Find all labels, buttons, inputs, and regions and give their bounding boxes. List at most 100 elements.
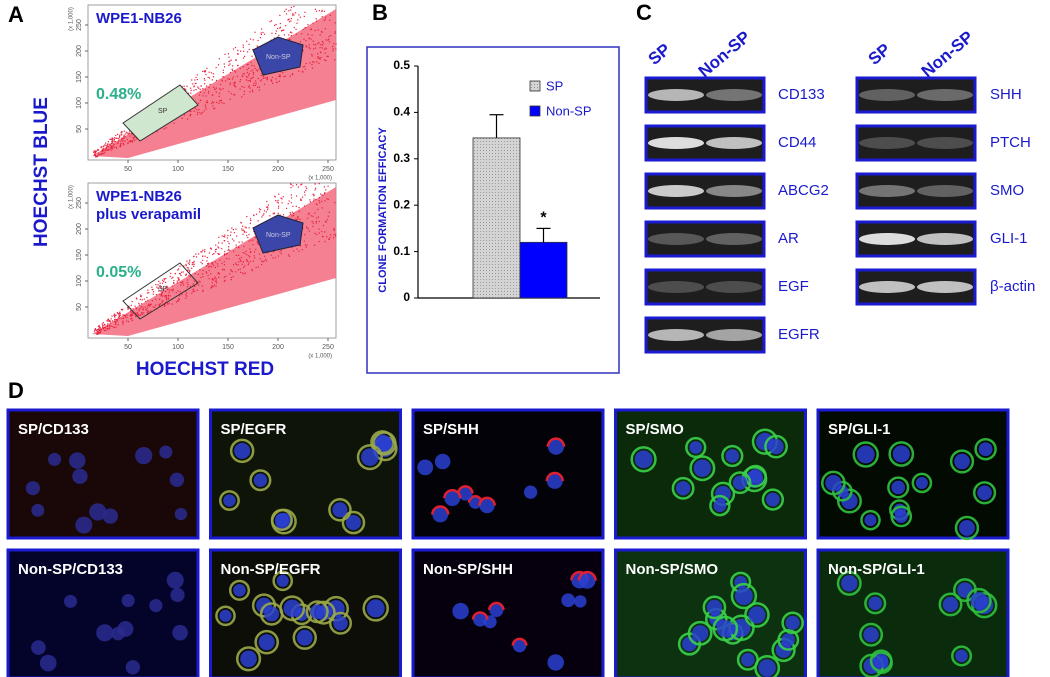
flow-event (328, 238, 330, 240)
flow-event (205, 271, 207, 273)
flow-event (250, 61, 252, 63)
flow-event (325, 47, 327, 49)
cell-membrane (864, 592, 887, 615)
flow-event (196, 113, 199, 116)
flow-event (231, 69, 234, 71)
flow-event (100, 328, 102, 330)
flow-event (248, 86, 250, 88)
flow-event (215, 248, 217, 250)
flow-event (190, 92, 192, 94)
flow-event (111, 140, 114, 142)
flow-event (123, 130, 125, 132)
flow-event (169, 275, 171, 278)
flow-event (130, 318, 132, 320)
flow-event (295, 33, 297, 35)
flow-event (193, 110, 195, 112)
flow-event (302, 196, 304, 198)
flow-event (120, 144, 122, 146)
flow-event (332, 50, 334, 52)
flow-event (195, 76, 197, 78)
flow-event (300, 184, 302, 186)
legend-label: SP (546, 78, 563, 93)
sp-gate-label: SP (158, 108, 168, 115)
flow-event (181, 117, 183, 119)
flow-event (104, 144, 106, 146)
flow-event (103, 323, 106, 326)
flow-event (201, 285, 203, 287)
cell-nucleus (691, 625, 709, 642)
flow-event (170, 272, 172, 274)
flow-event (118, 139, 120, 141)
cell-nucleus (170, 587, 185, 603)
flow-event (254, 84, 256, 87)
flow-event (117, 316, 120, 318)
flow-event (103, 145, 105, 147)
flow-event (98, 332, 100, 334)
flow-event (325, 221, 327, 223)
flow-event (304, 191, 306, 193)
flow-event (154, 306, 156, 308)
cell-nucleus (135, 446, 153, 465)
flow-event (305, 186, 307, 188)
cell-nucleus (574, 595, 587, 608)
cell-nucleus (578, 572, 596, 589)
flow-event (135, 312, 137, 315)
gel-band (859, 89, 915, 101)
flow-event (244, 252, 246, 255)
flow-event (111, 141, 113, 143)
flow-event (186, 295, 188, 297)
flow-event (290, 9, 292, 11)
flow-event (326, 219, 329, 221)
flow-event (295, 184, 298, 186)
flow-event (143, 298, 145, 300)
flow-event (325, 48, 327, 50)
cell-nucleus (345, 515, 362, 531)
flow-event (104, 151, 106, 153)
flow-event (321, 40, 324, 43)
flow-event (318, 240, 320, 243)
cell-nucleus (864, 514, 877, 527)
flow-event (187, 92, 190, 94)
flow-event (317, 56, 319, 58)
flow-event (229, 98, 231, 100)
flow-event (244, 265, 246, 267)
flow-event (235, 264, 238, 266)
lane-header: Non-SP (918, 27, 977, 81)
flow-event (190, 89, 192, 91)
panel-label: D (8, 378, 24, 403)
cell-nucleus (758, 659, 776, 677)
flow-event (115, 146, 117, 148)
cell-nucleus (69, 452, 86, 469)
flow-event (311, 53, 313, 56)
gene-label: SHH (990, 86, 1022, 103)
flow-event (260, 32, 262, 34)
cell-nucleus (275, 513, 289, 527)
flow-event (320, 31, 323, 33)
flow-event (201, 111, 204, 114)
sp-gate-label: SP (158, 286, 168, 293)
flow-event (218, 236, 220, 238)
flow-event (209, 265, 211, 268)
flow-event (227, 234, 229, 237)
flow-event (189, 110, 191, 112)
flow-event (227, 53, 230, 55)
flow-event (299, 41, 301, 43)
flow-event (165, 290, 167, 293)
flow-event (117, 312, 119, 315)
flow-event (332, 45, 334, 48)
flow-event (202, 275, 204, 278)
flow-event (244, 272, 246, 274)
flow-event (125, 131, 127, 133)
flow-event (256, 70, 259, 72)
flow-event (313, 195, 315, 197)
flow-event (208, 269, 210, 272)
flow-event (126, 132, 128, 134)
flow-event (198, 94, 201, 96)
flow-event (121, 138, 123, 140)
flow-event (319, 34, 321, 36)
cell-nucleus (856, 445, 875, 464)
flow-event (230, 270, 232, 272)
flow-event (333, 43, 335, 45)
flow-event (304, 234, 306, 236)
flow-event (290, 17, 292, 20)
